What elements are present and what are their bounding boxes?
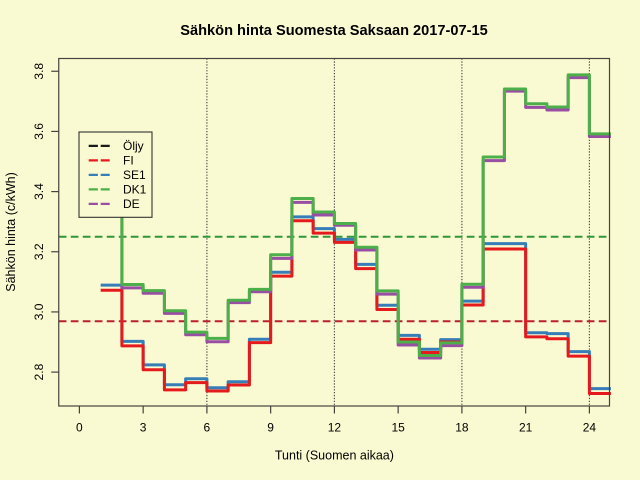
- svg-text:DK1: DK1: [123, 183, 147, 197]
- svg-text:Öljy: Öljy: [123, 139, 144, 153]
- svg-text:6: 6: [204, 421, 211, 435]
- svg-text:12: 12: [328, 421, 342, 435]
- svg-text:3.8: 3.8: [32, 63, 46, 80]
- svg-text:3.6: 3.6: [32, 123, 46, 140]
- svg-text:9: 9: [267, 421, 274, 435]
- svg-text:Sähkön hinta (c/kWh): Sähkön hinta (c/kWh): [4, 172, 18, 292]
- svg-text:15: 15: [391, 421, 405, 435]
- svg-text:21: 21: [519, 421, 533, 435]
- svg-text:FI: FI: [123, 154, 134, 168]
- svg-text:2.8: 2.8: [32, 363, 46, 380]
- svg-text:3: 3: [140, 421, 147, 435]
- svg-text:3.4: 3.4: [32, 183, 46, 200]
- svg-text:SE1: SE1: [123, 168, 146, 182]
- svg-text:0: 0: [76, 421, 83, 435]
- svg-text:DE: DE: [123, 197, 140, 211]
- svg-text:3.0: 3.0: [32, 303, 46, 320]
- svg-text:24: 24: [583, 421, 597, 435]
- svg-text:Tunti (Suomen aikaa): Tunti (Suomen aikaa): [275, 449, 394, 463]
- svg-text:18: 18: [455, 421, 469, 435]
- svg-text:Sähkön hinta Suomesta Saksaan: Sähkön hinta Suomesta Saksaan 2017-07-15: [180, 23, 487, 39]
- svg-text:3.2: 3.2: [32, 243, 46, 260]
